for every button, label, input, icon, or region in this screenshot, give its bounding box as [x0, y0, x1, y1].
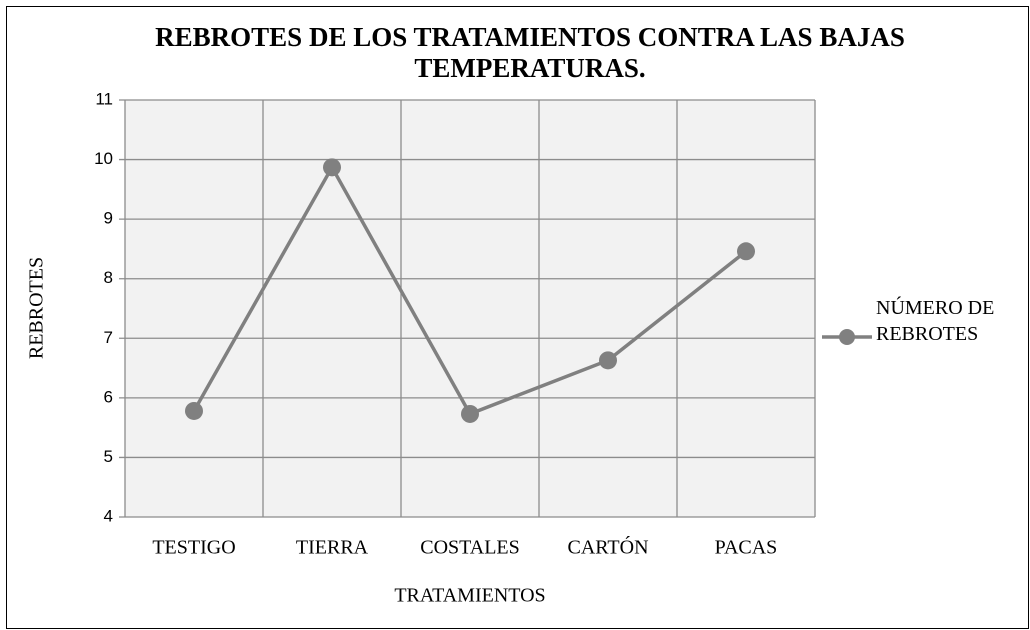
y-tick-label: 7 — [104, 328, 113, 347]
x-tick-label: COSTALES — [420, 537, 520, 559]
y-axis-label: REBROTES — [26, 257, 48, 359]
x-tick-label: TESTIGO — [152, 537, 235, 559]
y-tick-label: 11 — [95, 89, 113, 108]
x-tick-label: CARTÓN — [567, 535, 648, 559]
x-axis-label: TRATAMIENTOS — [394, 585, 545, 607]
legend-marker — [839, 329, 855, 345]
y-tick-label: 5 — [104, 447, 113, 466]
y-tick-label: 9 — [104, 209, 113, 228]
data-point — [461, 404, 479, 423]
chart-title: REBROTES DE LOS TRATAMIENTOS CONTRA LAS … — [155, 22, 905, 83]
data-point — [737, 242, 755, 261]
data-point — [185, 401, 203, 420]
x-tick-label: PACAS — [715, 537, 778, 559]
y-tick-label: 6 — [104, 387, 113, 406]
data-point — [323, 158, 341, 177]
y-tick-label: 4 — [104, 506, 113, 525]
y-tick-label: 10 — [94, 149, 113, 168]
y-tick-label: 8 — [104, 268, 113, 287]
plot-area — [125, 100, 815, 517]
x-tick-label: TIERRA — [296, 537, 369, 559]
data-point — [599, 351, 617, 370]
legend-label: NÚMERO DE REBROTES — [876, 297, 995, 345]
